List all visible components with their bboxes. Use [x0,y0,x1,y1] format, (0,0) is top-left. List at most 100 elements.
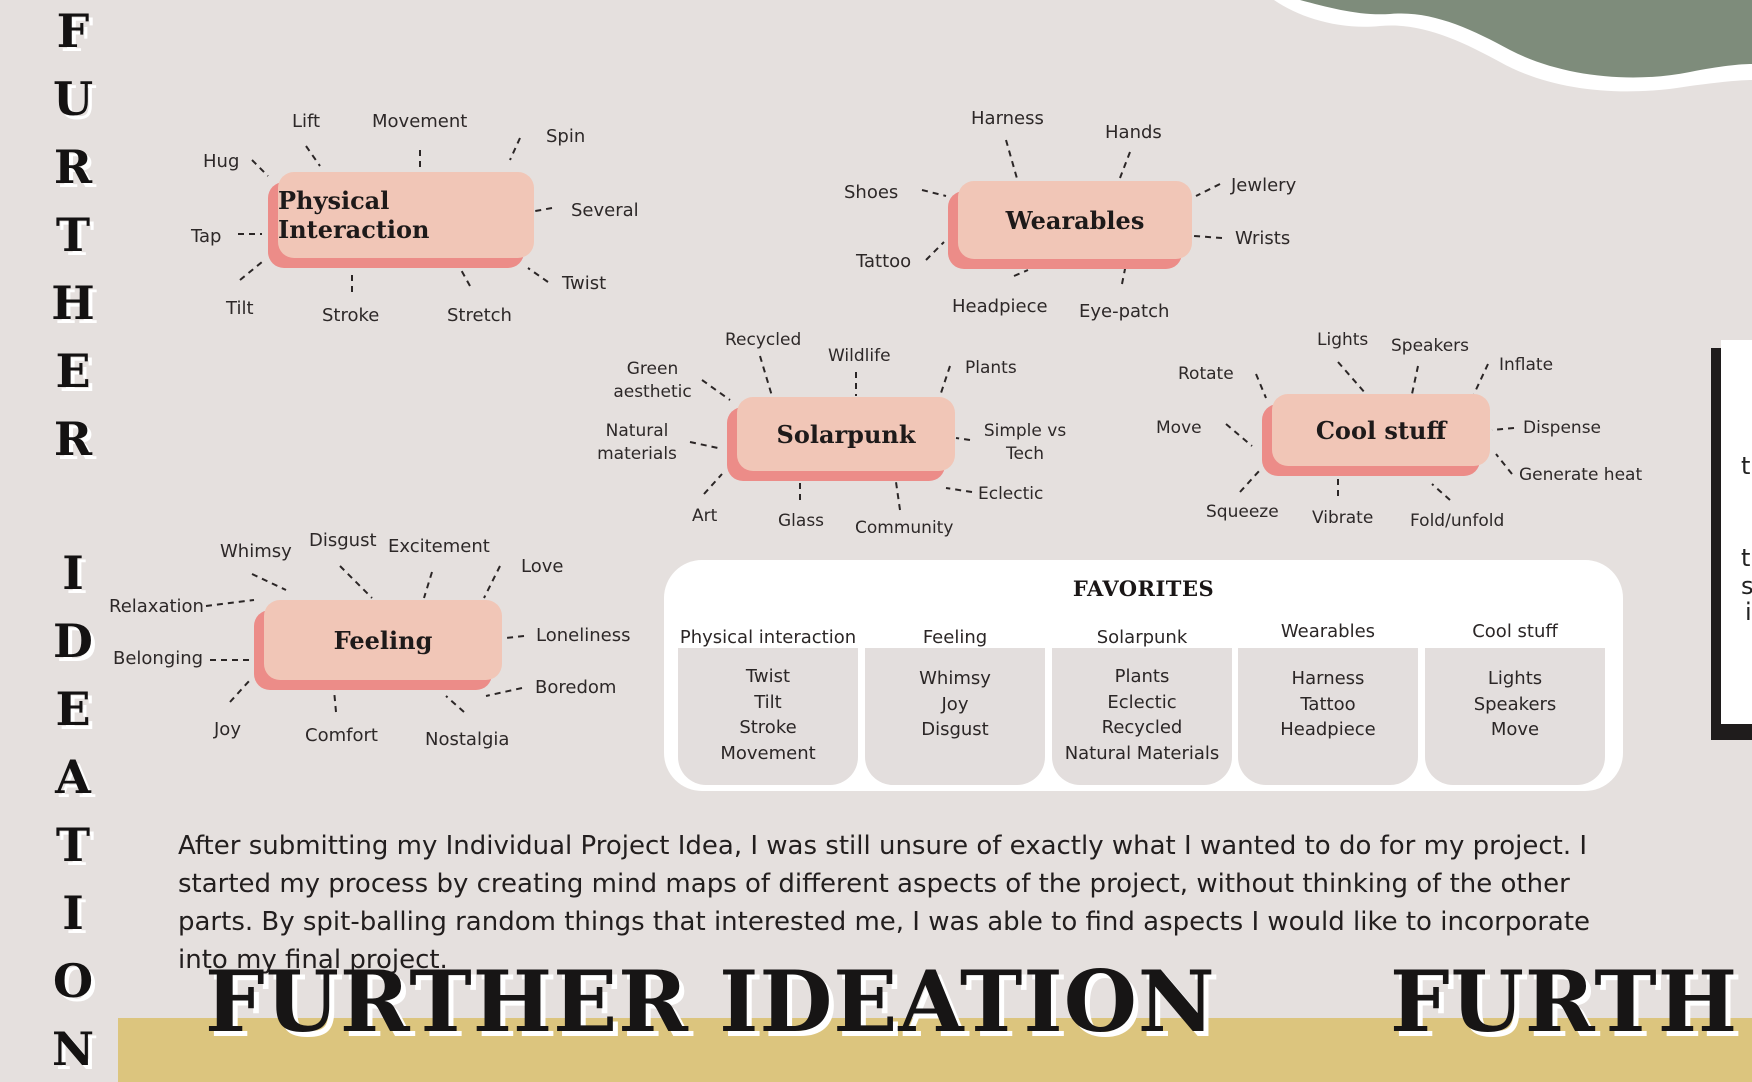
connector-tick [239,261,263,281]
connector-tick [701,379,731,401]
leaf-excitement: Excitement [388,536,490,557]
connector-tick [1225,423,1253,447]
favorites-item: Movement [720,742,816,764]
favorites-column-header: Feeling [922,627,988,648]
connector-tick [1491,427,1515,431]
connector-tick [689,441,719,449]
favorites-item-list: Whimsy Joy Disgust [865,666,1045,743]
connector-tick [205,599,255,607]
vertical-title-letter: N [51,1022,95,1076]
favorites-item: Stroke [739,717,797,738]
leaf-eclectic: Eclectic [978,484,1044,504]
connector-tick [1005,139,1019,183]
vertical-title-letter: T [55,208,91,262]
connector-tick [895,481,901,511]
leaf-glass: Glass [778,511,825,531]
leaf-natural-materials: Natural materials [597,421,677,464]
leaf-wildlife: Wildlife [828,346,891,366]
node-title: Physical Interaction [278,172,534,258]
leaf-community: Community [855,518,954,538]
favorites-item: Speakers [1473,693,1557,715]
favorites-item: Recycled [1101,717,1183,738]
leaf-belonging: Belonging [113,648,204,669]
connector-tick [459,267,471,287]
node-title: Cool stuff [1272,394,1490,466]
connector-tick [945,487,973,493]
favorites-item-list: Lights Speakers Move [1425,666,1605,743]
connector-tick [1337,361,1367,395]
right-card-fragment: t [1741,544,1751,572]
leaf-love: Love [521,556,564,577]
leaf-tattoo: Tattoo [856,251,912,272]
connector-tick [423,571,433,599]
leaf-joy: Joy [214,719,241,740]
leaf-fold-unfold: Fold/unfold [1410,511,1505,531]
leaf-shoes: Shoes [844,182,899,203]
node-title: Solarpunk [737,397,955,471]
node-physical-interaction: Physical Interaction [268,172,534,268]
vertical-title-letter: O [52,954,94,1008]
leaf-inflate: Inflate [1499,355,1554,375]
leaf-comfort: Comfort [305,725,378,746]
bottom-title: FURTHER IDEATION [205,952,1216,1051]
connector-tick [939,365,951,397]
leaf-spin: Spin [546,126,586,147]
connector-tick [1195,183,1221,197]
connector-tick [527,267,549,283]
vertical-title-letter: U [52,72,94,126]
leaf-recycled: Recycled [725,330,802,350]
favorites-item-list: Plants Eclectic Recycled Natural Materials [1052,664,1232,766]
favorites-column-header: Wearables [1280,621,1376,642]
connector-tick [1013,269,1029,277]
leaf-speakers: Speakers [1391,336,1470,356]
leaf-headpiece: Headpiece [952,296,1048,317]
node-title: Wearables [958,181,1192,259]
connector-tick [1431,483,1451,501]
leaf-whimsy: Whimsy [220,541,292,562]
bottom-band [118,1018,1752,1082]
node-solarpunk: Solarpunk [727,397,955,481]
connector-tick [305,145,321,167]
favorites-item: Harness [1291,668,1365,689]
connector-tick [1495,453,1513,475]
favorites-column-box: Twist Tilt Stroke Movement [678,648,858,785]
leaf-simple-vs-tech: Simple vs Tech [983,421,1067,464]
connector-tick [1119,151,1131,179]
connector-tick [925,241,945,261]
leaf-tilt: Tilt [226,298,254,319]
favorites-item: Tilt [754,691,782,713]
favorites-item-list: Twist Tilt Stroke Movement [678,664,858,766]
vertical-title-letter: R [53,412,93,466]
connector-tick [1411,365,1419,395]
vertical-title-letter: D [53,614,93,668]
node-feeling: Feeling [254,600,502,690]
favorites-item: Twist [745,666,791,687]
favorites-column-box: Lights Speakers Move [1425,648,1605,785]
connector-tick [1473,363,1489,395]
leaf-disgust: Disgust [309,530,377,551]
leaf-art: Art [692,506,718,526]
leaf-generate-heat: Generate heat [1519,465,1643,485]
connector-tick [483,565,501,599]
leaf-dispense: Dispense [1523,418,1602,438]
favorites-item: Headpiece [1280,719,1376,740]
leaf-stretch: Stretch [447,305,512,326]
vertical-title-letter: E [55,344,91,398]
favorites-card: FAVORITES Physical interaction Twist Tilt S… [664,560,1623,791]
vertical-title-letter: R [53,140,93,194]
leaf-hands: Hands [1105,122,1162,143]
right-card-fragment: i [1745,598,1752,626]
favorites-title: FAVORITES [1072,576,1215,601]
favorites-item: Whimsy [919,668,991,689]
leaf-several: Several [571,200,639,221]
leaf-stroke: Stroke [322,305,380,326]
leaf-twist: Twist [562,273,607,294]
leaf-tap: Tap [191,226,222,247]
connector-tick [759,355,773,397]
vertical-title-letter: H [51,276,95,330]
connector-tick [509,137,521,161]
vertical-title-letter: E [55,682,91,736]
connector-tick [333,689,337,713]
